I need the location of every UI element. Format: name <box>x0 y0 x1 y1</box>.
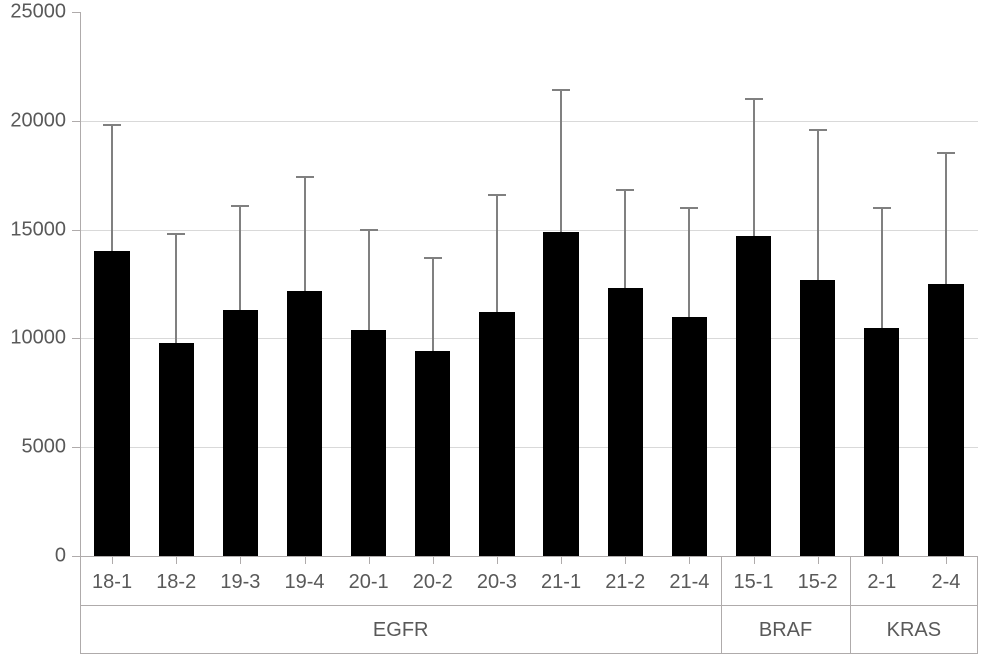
error-cap <box>552 89 570 91</box>
bar <box>223 310 258 556</box>
error-bar <box>496 195 498 313</box>
x-tick-label: 20-2 <box>401 556 465 605</box>
gridline <box>80 121 978 122</box>
error-cap <box>680 207 698 209</box>
plot-area <box>80 12 978 556</box>
error-cap <box>231 205 249 207</box>
error-bar <box>881 208 883 328</box>
error-bar <box>688 208 690 317</box>
error-bar <box>624 190 626 288</box>
bar <box>736 236 771 556</box>
gridline <box>80 338 978 339</box>
error-bar <box>175 234 177 343</box>
y-tick <box>72 338 80 339</box>
bar <box>543 232 578 556</box>
bar <box>928 284 963 556</box>
error-cap <box>167 233 185 235</box>
bar <box>94 251 129 556</box>
x-axis-label-box: 18-118-219-319-420-120-220-321-121-221-4… <box>80 556 978 654</box>
bar <box>608 288 643 556</box>
error-bar <box>753 99 755 236</box>
bar <box>479 312 514 556</box>
x-tick-label: 15-2 <box>786 556 850 605</box>
error-cap <box>424 257 442 259</box>
error-bar <box>368 230 370 330</box>
bar <box>287 291 322 556</box>
error-cap <box>937 152 955 154</box>
error-cap <box>809 129 827 131</box>
error-cap <box>103 124 121 126</box>
error-cap <box>873 207 891 209</box>
gridline <box>80 447 978 448</box>
y-tick-label: 0 <box>0 545 66 568</box>
y-tick-label: 5000 <box>0 436 66 459</box>
x-tick-label: 15-1 <box>721 556 785 605</box>
x-tick-label: 21-2 <box>593 556 657 605</box>
y-tick <box>72 121 80 122</box>
y-tick <box>72 230 80 231</box>
error-bar <box>239 206 241 310</box>
error-bar <box>432 258 434 352</box>
x-tick-label: 2-1 <box>850 556 914 605</box>
x-tick-label: 18-1 <box>80 556 144 605</box>
x-tick-label: 20-3 <box>465 556 529 605</box>
group-label: BRAF <box>721 605 849 654</box>
bar <box>800 280 835 556</box>
y-tick-label: 25000 <box>0 1 66 24</box>
error-cap <box>360 229 378 231</box>
chart-root: 0 5000 10000 15000 20000 25000 18-118-219-319-… <box>0 0 1000 654</box>
x-tick-label: 21-4 <box>657 556 721 605</box>
error-bar <box>304 177 306 290</box>
bar <box>672 317 707 556</box>
bar <box>351 330 386 556</box>
bar <box>415 351 450 556</box>
error-bar <box>560 90 562 231</box>
y-tick-label: 15000 <box>0 218 66 241</box>
y-tick-label: 10000 <box>0 327 66 350</box>
group-label: KRAS <box>850 605 978 654</box>
x-tick-label: 18-2 <box>144 556 208 605</box>
y-tick <box>72 447 80 448</box>
bar <box>864 328 899 556</box>
error-cap <box>616 189 634 191</box>
y-tick-label: 20000 <box>0 109 66 132</box>
y-tick <box>72 556 80 557</box>
y-tick <box>72 12 80 13</box>
x-tick-label: 20-1 <box>337 556 401 605</box>
error-cap <box>745 98 763 100</box>
gridline <box>80 230 978 231</box>
error-bar <box>817 130 819 280</box>
x-tick-label: 19-4 <box>272 556 336 605</box>
error-cap <box>296 176 314 178</box>
error-bar <box>945 153 947 284</box>
x-tick-label: 21-1 <box>529 556 593 605</box>
x-tick-label: 2-4 <box>914 556 978 605</box>
error-bar <box>111 125 113 251</box>
group-label: EGFR <box>80 605 721 654</box>
y-axis <box>80 12 81 556</box>
bar <box>159 343 194 556</box>
x-tick-label: 19-3 <box>208 556 272 605</box>
error-cap <box>488 194 506 196</box>
